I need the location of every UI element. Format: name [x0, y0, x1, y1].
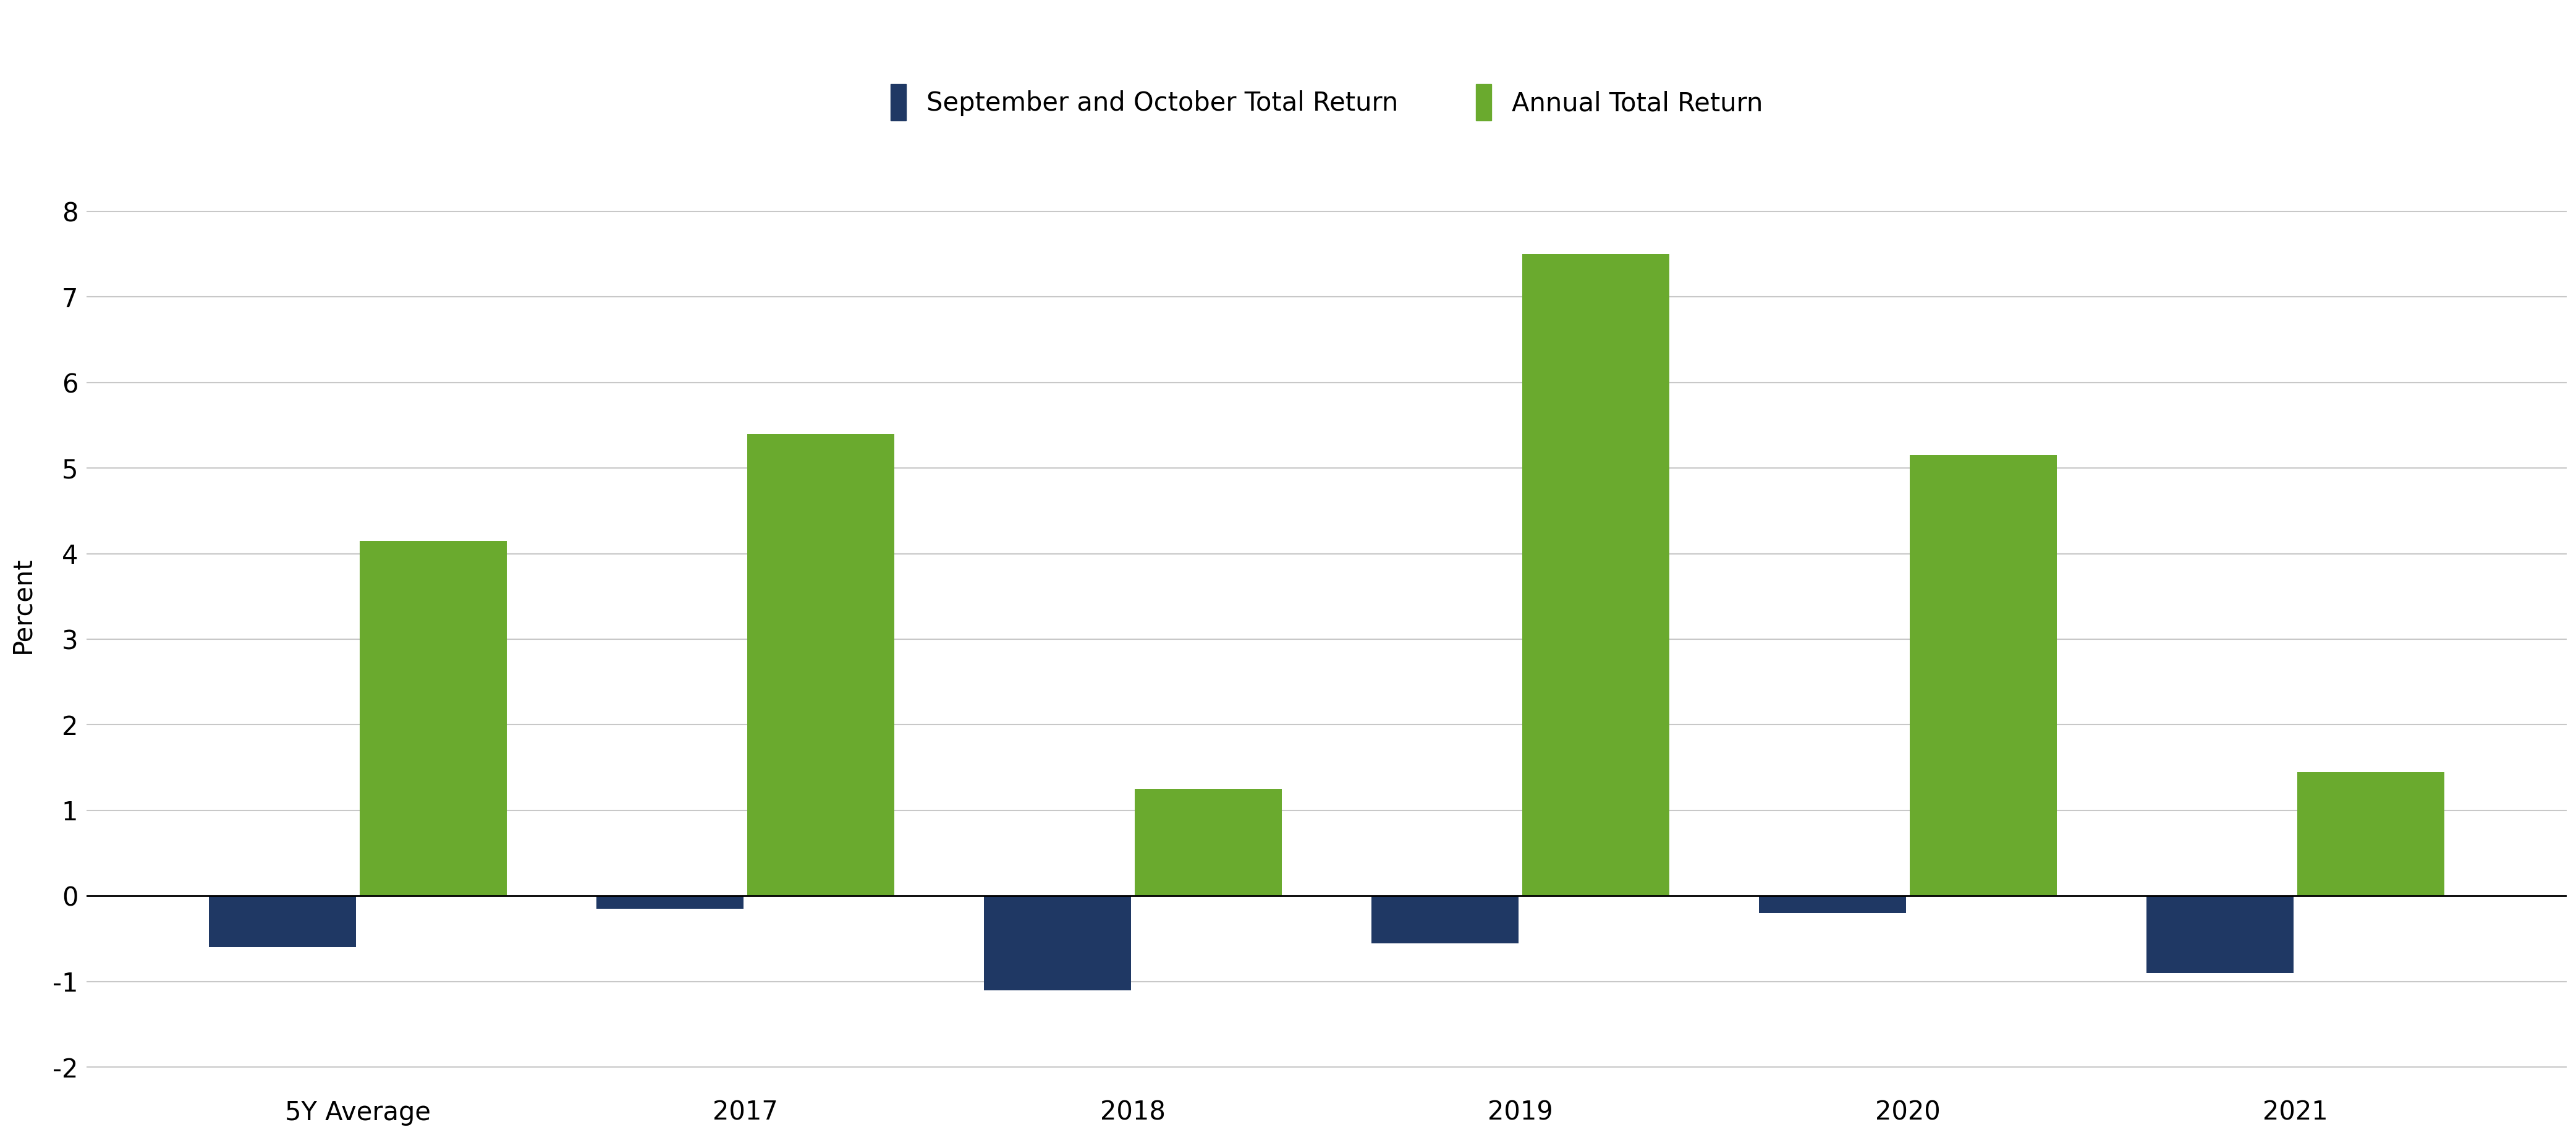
Y-axis label: Percent: Percent	[10, 556, 36, 654]
Bar	[361, 540, 507, 896]
Bar	[209, 896, 355, 948]
Legend: September and October Total Return, Annual Total Return: September and October Total Return, Annu…	[878, 72, 1775, 134]
Bar	[595, 896, 744, 909]
Bar	[1759, 896, 1906, 914]
Bar	[1370, 896, 1517, 943]
Bar	[2298, 772, 2445, 896]
Bar	[1522, 254, 1669, 896]
Bar	[984, 896, 1131, 990]
Bar	[747, 434, 894, 896]
Bar	[1136, 789, 1283, 896]
Bar	[2146, 896, 2293, 973]
Bar	[1909, 455, 2058, 896]
